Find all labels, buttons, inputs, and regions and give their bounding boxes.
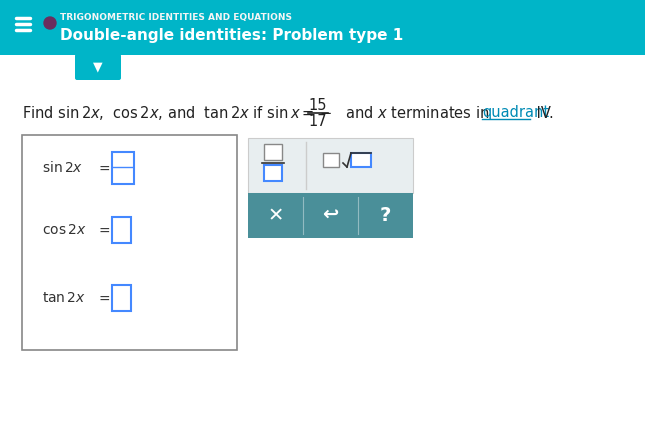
FancyBboxPatch shape [22,135,237,350]
Text: $\cos 2x$: $\cos 2x$ [42,223,87,237]
Text: $=$: $=$ [96,223,111,237]
Bar [264,165,282,181]
Text: 17: 17 [309,115,327,130]
Text: $=$: $=$ [96,161,111,175]
Text: ✕: ✕ [267,206,284,225]
Text: 15: 15 [309,98,327,112]
FancyBboxPatch shape [248,193,413,238]
Text: $\tan 2x$: $\tan 2x$ [42,291,86,305]
Bar [264,144,282,160]
Bar [112,217,131,243]
FancyBboxPatch shape [248,138,413,193]
Text: ↩: ↩ [322,206,339,225]
FancyBboxPatch shape [75,54,121,80]
Text: and $x$ terminates in: and $x$ terminates in [336,105,490,121]
Circle shape [44,17,56,29]
Bar [351,153,371,167]
Text: ?: ? [380,206,391,225]
Text: $\sin 2x$: $\sin 2x$ [42,160,83,175]
FancyBboxPatch shape [0,0,645,55]
Text: TRIGONOMETRIC IDENTITIES AND EQUATIONS: TRIGONOMETRIC IDENTITIES AND EQUATIONS [60,13,292,23]
Bar [112,285,131,311]
Text: Find $\sin 2x$,  $\cos 2x$, and  $\tan 2x$ if $\sin x = -$: Find $\sin 2x$, $\cos 2x$, and $\tan 2x$… [22,104,332,122]
Text: $=$: $=$ [96,291,111,305]
Text: quadrant: quadrant [482,106,549,120]
Text: Double-angle identities: Problem type 1: Double-angle identities: Problem type 1 [60,28,403,44]
Text: ▼: ▼ [93,60,103,74]
Text: IV.: IV. [532,106,554,120]
Bar [323,153,339,167]
Bar [112,152,134,184]
